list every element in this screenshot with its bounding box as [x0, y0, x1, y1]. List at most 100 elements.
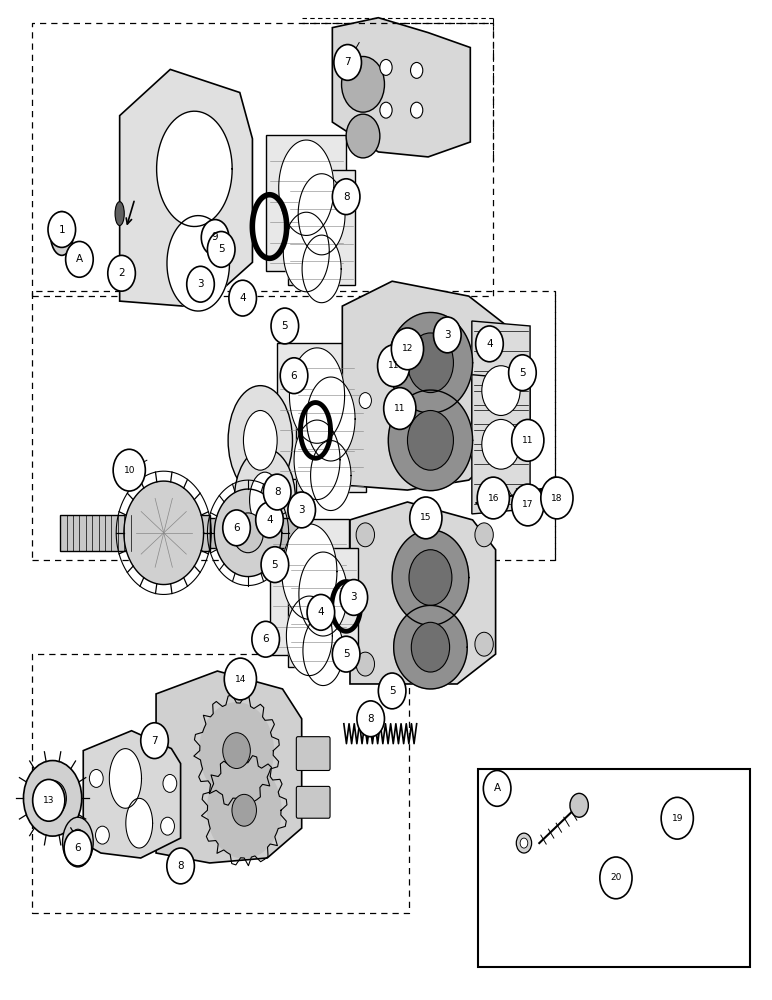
Circle shape [48, 212, 76, 247]
Polygon shape [472, 321, 530, 460]
Circle shape [232, 513, 263, 553]
Circle shape [378, 345, 410, 387]
Text: 6: 6 [291, 371, 297, 381]
Circle shape [570, 793, 588, 817]
Text: 8: 8 [178, 861, 184, 871]
Text: 4: 4 [486, 339, 493, 349]
Circle shape [346, 114, 380, 158]
Circle shape [483, 770, 511, 806]
Text: 8: 8 [274, 487, 280, 497]
Circle shape [520, 838, 528, 848]
Text: 3: 3 [197, 279, 204, 289]
Circle shape [356, 652, 374, 676]
Polygon shape [279, 140, 334, 235]
Text: 13: 13 [43, 796, 55, 805]
Circle shape [482, 419, 520, 469]
Polygon shape [299, 552, 347, 636]
Circle shape [108, 255, 135, 291]
Text: 7: 7 [151, 736, 157, 746]
Circle shape [411, 62, 423, 78]
Polygon shape [124, 481, 204, 585]
Polygon shape [302, 235, 341, 303]
Circle shape [434, 317, 461, 353]
Circle shape [509, 355, 537, 391]
Circle shape [113, 449, 145, 491]
Circle shape [550, 482, 558, 492]
Text: 19: 19 [672, 814, 683, 823]
Text: 8: 8 [343, 192, 350, 202]
Polygon shape [298, 174, 345, 255]
Text: 20: 20 [610, 873, 621, 882]
FancyBboxPatch shape [478, 768, 750, 967]
Circle shape [167, 848, 195, 884]
Text: 12: 12 [401, 344, 413, 353]
Circle shape [280, 358, 308, 394]
Polygon shape [269, 519, 349, 655]
Text: 11: 11 [388, 361, 399, 370]
Circle shape [475, 632, 493, 656]
Text: 9: 9 [212, 232, 218, 242]
Circle shape [96, 826, 110, 844]
Polygon shape [120, 69, 252, 308]
Circle shape [475, 523, 493, 547]
Polygon shape [472, 375, 530, 514]
Polygon shape [333, 18, 470, 157]
Ellipse shape [50, 212, 73, 255]
Circle shape [223, 733, 250, 768]
Text: 3: 3 [444, 330, 451, 340]
Polygon shape [283, 212, 330, 292]
Ellipse shape [115, 202, 124, 226]
Circle shape [408, 410, 453, 470]
Polygon shape [394, 605, 467, 689]
Circle shape [378, 673, 406, 709]
Circle shape [512, 419, 544, 461]
Circle shape [391, 328, 424, 370]
Circle shape [380, 102, 392, 118]
Circle shape [476, 326, 503, 362]
Circle shape [201, 220, 229, 255]
Circle shape [90, 769, 103, 787]
Circle shape [516, 833, 532, 853]
Text: 14: 14 [235, 674, 246, 684]
Polygon shape [83, 731, 181, 858]
Text: 6: 6 [262, 634, 269, 644]
Circle shape [208, 232, 235, 267]
Circle shape [483, 340, 493, 352]
Circle shape [661, 797, 693, 839]
Ellipse shape [70, 829, 86, 855]
Text: A: A [76, 254, 83, 264]
Polygon shape [167, 216, 229, 311]
Circle shape [307, 594, 334, 630]
Polygon shape [296, 373, 366, 492]
Circle shape [261, 547, 289, 583]
Text: 2: 2 [118, 268, 125, 278]
Text: 11: 11 [394, 404, 405, 413]
Circle shape [256, 502, 283, 538]
Polygon shape [288, 170, 355, 285]
Ellipse shape [55, 221, 69, 246]
Polygon shape [286, 596, 333, 676]
Polygon shape [60, 515, 210, 551]
Circle shape [39, 780, 66, 816]
Circle shape [356, 523, 374, 547]
Polygon shape [310, 441, 351, 511]
Text: 18: 18 [551, 494, 563, 503]
Polygon shape [294, 420, 340, 500]
Circle shape [384, 388, 416, 429]
Polygon shape [282, 524, 337, 619]
Circle shape [263, 474, 291, 510]
Circle shape [408, 333, 453, 393]
Polygon shape [110, 749, 141, 808]
Circle shape [334, 45, 361, 80]
Text: 5: 5 [343, 649, 350, 659]
Polygon shape [388, 390, 472, 491]
Circle shape [600, 857, 632, 899]
Circle shape [271, 308, 299, 344]
Polygon shape [277, 343, 357, 479]
Polygon shape [388, 312, 472, 413]
Circle shape [547, 477, 562, 497]
Text: 5: 5 [282, 321, 288, 331]
Text: 16: 16 [488, 494, 499, 503]
Polygon shape [156, 671, 302, 863]
Circle shape [341, 56, 384, 112]
